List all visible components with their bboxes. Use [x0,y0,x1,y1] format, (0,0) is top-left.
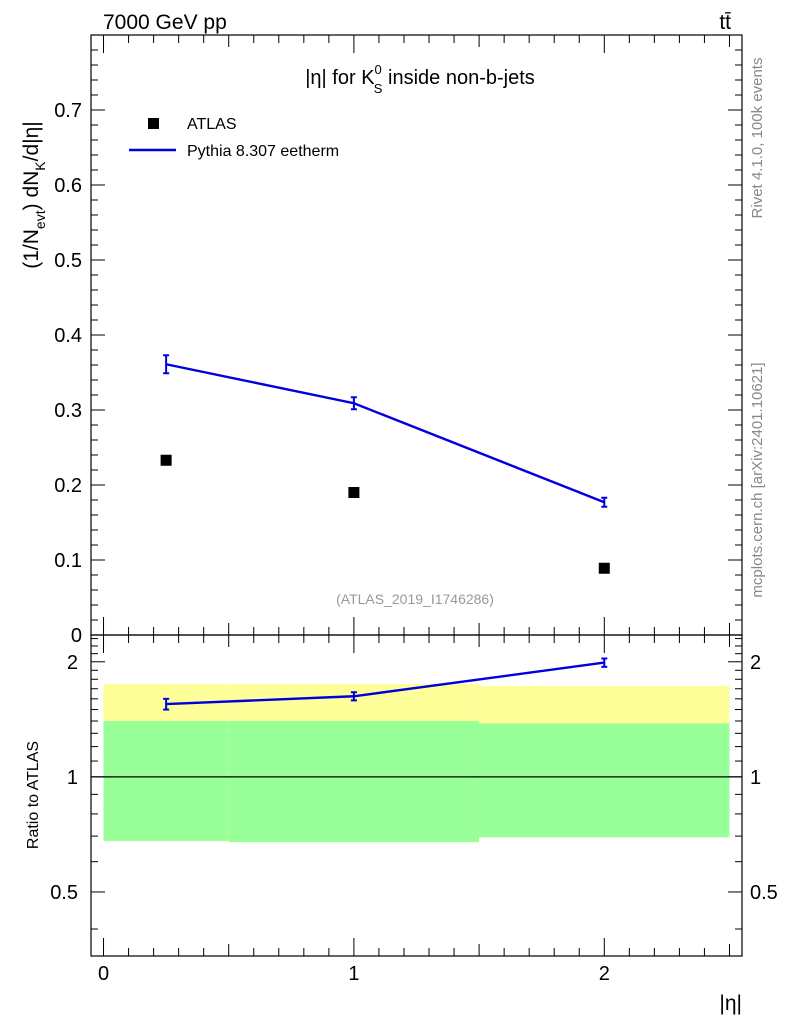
process-label: tt̄ [719,11,731,34]
ratio-ticks [91,635,742,956]
atlas-data-point [598,562,610,574]
analysis-id-label: (ATLAS_2019_I1746286) [336,591,494,607]
ylabel-a-sub: evt [32,210,48,229]
pythia-line [165,363,605,504]
y-axis-label: (1/Nevt) dNK/d|η| [20,121,48,269]
y-tick-label: 0.1 [54,550,82,572]
y-tick-label: 0.4 [54,325,82,347]
ratio-bands [91,683,742,843]
y-tick-label: 0.7 [54,100,82,122]
ylabel-c: /d|η| [20,121,43,161]
atlas-data-point [160,454,172,466]
main-series [160,354,610,574]
chart-title: |η| for K0 S inside non-b-jets [305,62,535,96]
legend-atlas-marker [148,118,159,129]
y-tick-label: 0.5 [54,250,82,272]
ratio-y-tick-label-left: 1 [67,767,78,789]
title-post: inside non-b-jets [382,67,534,89]
ratio-y-tick-labels: 0.5 0.5 1 1 2 2 [50,652,778,904]
uncertainty-band-inner [479,723,730,838]
main-y-tick-labels: 0 0.1 0.2 0.3 0.4 0.5 0.6 0.7 [54,100,82,647]
energy-label: 7000 GeV pp [103,11,227,34]
legend-pythia-label: Pythia 8.307 eetherm [187,143,339,160]
ratio-y-tick-label-left: 2 [67,652,78,674]
x-tick-label: 2 [599,963,610,985]
ratio-series [163,657,608,711]
title-pre: |η| for K [305,67,375,89]
ratio-panel: 0.5 0.5 1 1 2 2 Ratio to ATLAS 0 1 2 |η| [25,634,778,1015]
main-ticks [91,34,742,636]
title-sub: S [374,81,383,96]
legend-atlas-label: ATLAS [187,116,237,133]
mcplots-label: mcplots.cern.ch [arXiv:2401.10621] [749,362,766,597]
y-tick-label: 0 [71,625,82,647]
legend: ATLAS Pythia 8.307 eetherm [129,116,339,160]
ylabel-b-sub: K [32,161,48,171]
ylabel-b: ) dN [20,171,43,211]
ratio-frame [90,634,743,957]
ratio-y-tick-label-right: 2 [750,652,761,674]
rivet-label: Rivet 4.1.0, 100k events [749,58,766,219]
y-tick-label: 0.6 [54,175,82,197]
x-tick-labels: 0 1 2 [98,963,610,985]
x-tick-label: 0 [98,963,109,985]
title-sup: 0 [375,62,382,77]
main-panel: 00.10.20.30.40.50.60.7 |η| for K0 S insid… [20,34,743,647]
ratio-y-tick-label-right: 0.5 [750,882,778,904]
atlas-data-point [348,487,360,498]
x-tick-label: 1 [348,963,359,985]
ratio-y-axis-label: Ratio to ATLAS [25,741,42,849]
ratio-y-tick-label-left: 0.5 [50,882,78,904]
y-tick-label: 0.3 [54,400,82,422]
y-tick-label: 0.2 [54,475,82,497]
uncertainty-band-inner [228,721,480,843]
x-axis-label: |η| [719,992,742,1015]
ylabel-a: (1/N [20,229,43,269]
ratio-y-tick-label-right: 1 [750,767,761,789]
uncertainty-band-inner [103,721,229,841]
